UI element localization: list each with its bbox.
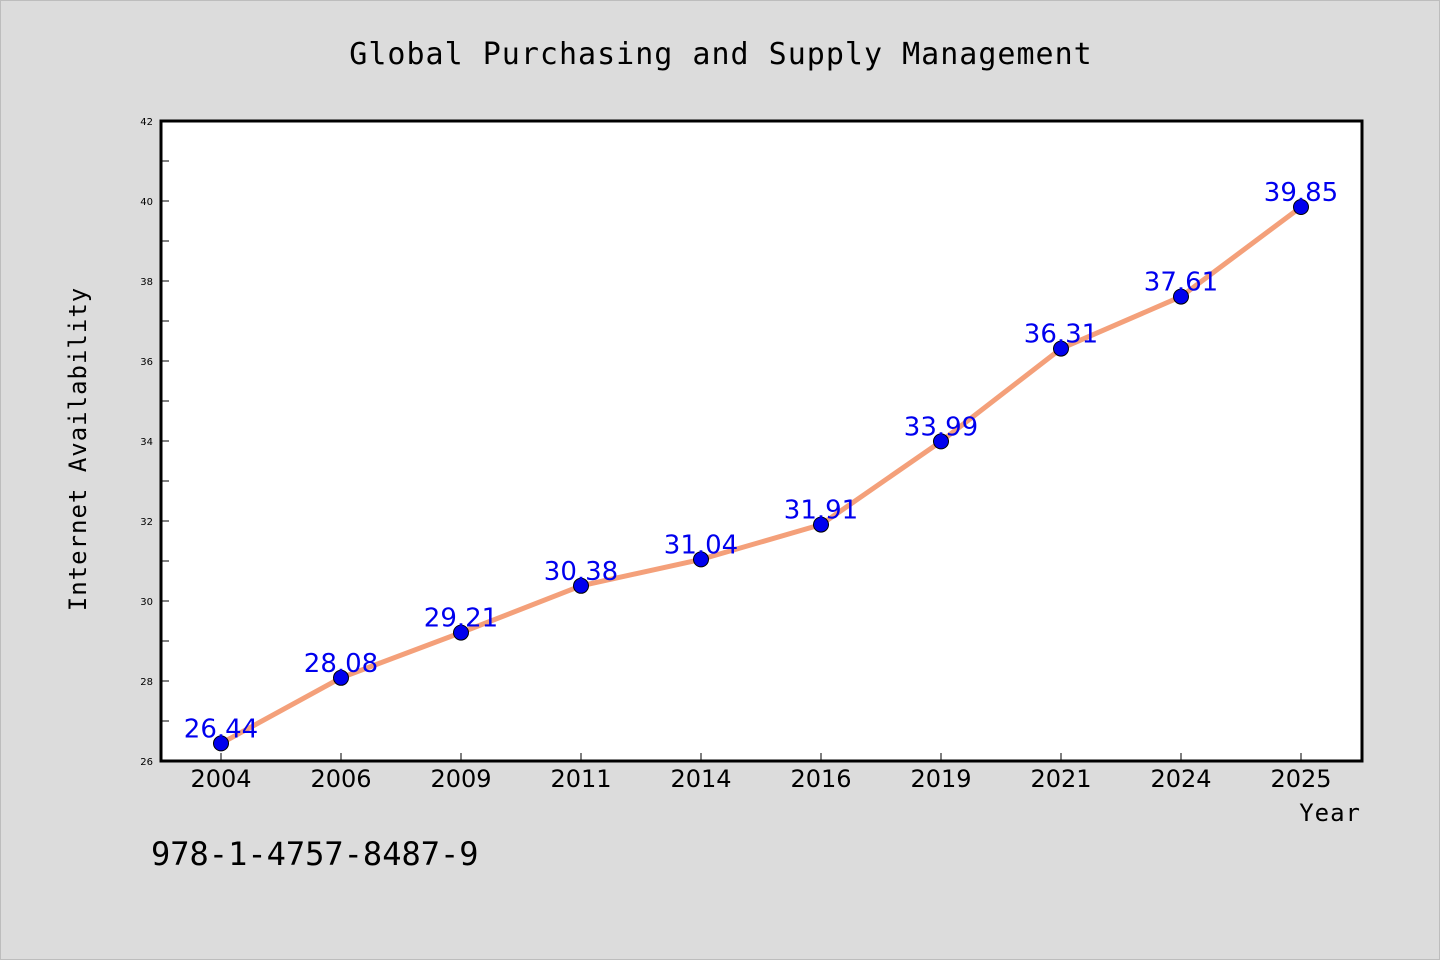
y-tick-label: 40	[140, 197, 153, 208]
y-axis-label: Internet Availability	[64, 287, 92, 611]
y-tick-label: 38	[140, 277, 153, 288]
x-tick-label: 2011	[550, 765, 611, 793]
plot-frame	[159, 119, 1364, 763]
y-tick-label: 36	[140, 357, 153, 368]
plot-area	[161, 121, 1362, 761]
isbn-text: 978-1-4757-8487-9	[151, 835, 479, 873]
x-tick-label: 2014	[670, 765, 731, 793]
data-label: 31.91	[784, 496, 858, 526]
y-tick-label: 30	[140, 597, 153, 608]
y-tick-label: 28	[140, 677, 153, 688]
data-point	[1293, 199, 1309, 215]
data-label: 28.08	[304, 649, 378, 679]
data-label: 36.31	[1024, 320, 1098, 350]
data-label: 30.38	[544, 557, 618, 587]
x-axis-label: Year	[1299, 799, 1361, 827]
data-label: 37.61	[1144, 268, 1218, 298]
x-tick-label: 2016	[790, 765, 851, 793]
data-point	[213, 735, 229, 752]
y-tick-label: 26	[140, 757, 153, 768]
x-tick-label: 2021	[1030, 765, 1091, 793]
x-tick-label: 2006	[310, 765, 371, 793]
data-point	[693, 551, 709, 568]
data-label: 33.99	[904, 412, 978, 442]
y-tick-label: 32	[140, 517, 153, 528]
y-tick-label: 34	[140, 437, 153, 448]
x-tick-label: 2009	[430, 765, 491, 793]
x-tick-label: 2025	[1270, 765, 1331, 793]
data-label: 26.44	[184, 714, 258, 744]
chart-title: Global Purchasing and Supply Management	[349, 37, 1092, 72]
x-tick-label: 2004	[190, 765, 251, 793]
x-axis: 2004 2006 2009 2011 2014 2016 2019 2021 2024 2025	[190, 753, 1332, 793]
data-label: 39.85	[1264, 178, 1338, 208]
series-line	[218, 204, 1304, 746]
y-tick-label: 42	[140, 117, 153, 128]
x-tick-label: 2024	[1150, 765, 1211, 793]
data-point	[1173, 288, 1189, 305]
data-point	[813, 516, 829, 533]
data-label: 31.04	[664, 530, 738, 560]
data-labels-group: 26.44 28.08 29.21 30.38 31.04 31.91 33.99 36.31…	[184, 178, 1338, 744]
data-label: 29.21	[424, 604, 498, 634]
data-point	[333, 669, 349, 686]
series-group	[213, 199, 1309, 752]
data-point	[453, 624, 469, 641]
data-point	[933, 433, 949, 450]
x-tick-label: 2019	[910, 765, 971, 793]
data-point	[573, 577, 589, 594]
data-point	[1053, 340, 1069, 357]
